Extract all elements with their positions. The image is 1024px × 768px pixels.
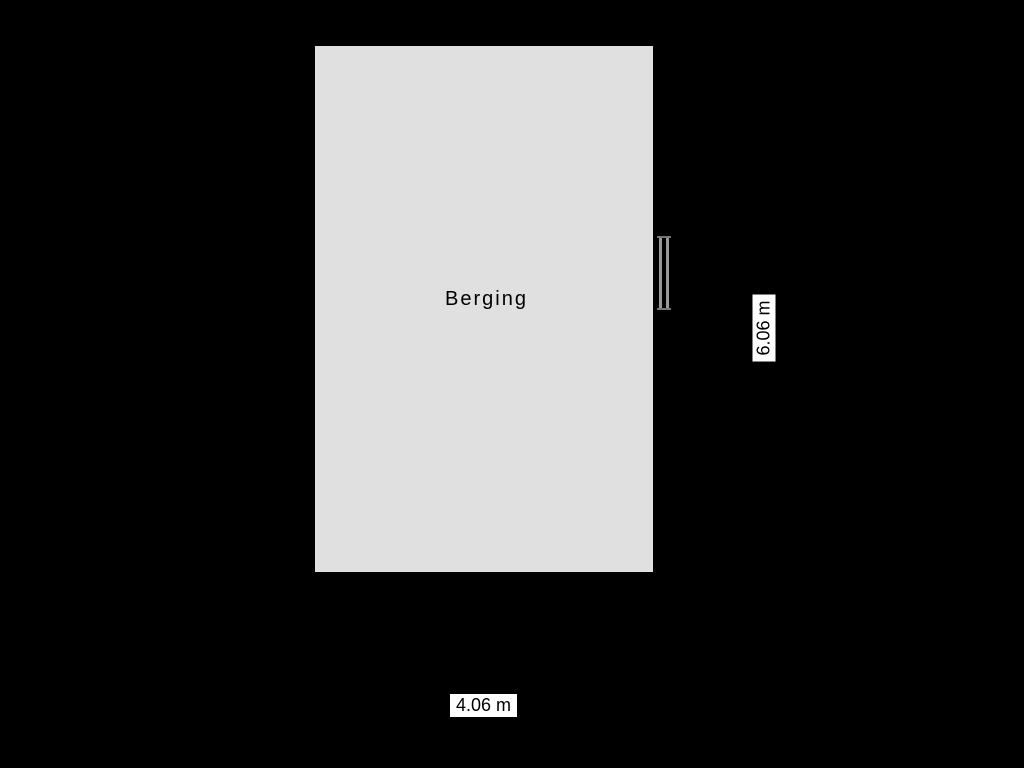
dimension-width-label: 4.06 m	[450, 694, 517, 717]
dimension-height-label: 6.06 m	[753, 294, 776, 361]
window-marker	[657, 236, 671, 310]
room-label: Berging	[445, 288, 528, 311]
